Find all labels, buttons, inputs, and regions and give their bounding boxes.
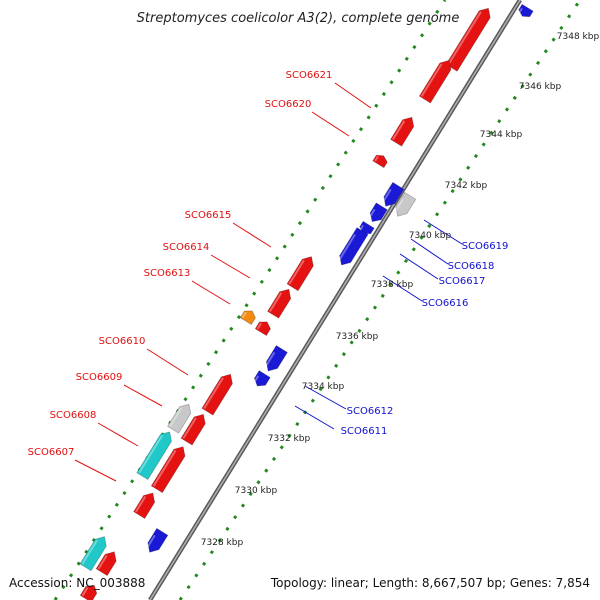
callout-line xyxy=(74,459,117,482)
gene-label: SCO6610 xyxy=(99,336,146,347)
callout-line xyxy=(294,405,335,430)
topology-text: Topology: linear; Length: 8,667,507 bp; … xyxy=(270,576,590,590)
callout-line xyxy=(410,238,449,265)
forward-gene xyxy=(150,446,186,494)
reverse-gene xyxy=(264,344,288,372)
callout-line xyxy=(146,348,189,376)
forward-gene xyxy=(239,310,256,326)
callout-line xyxy=(399,253,439,280)
gene-label: SCO6619 xyxy=(462,241,509,252)
kbp-label: 7346 kbp xyxy=(519,82,562,92)
gene-label: SCO6615 xyxy=(185,210,232,221)
gene-label: SCO6609 xyxy=(76,372,123,383)
accession-text: Accession: NC_003888 xyxy=(9,576,146,590)
kbp-scale: 7328 kbp 7330 kbp 7332 kbp 7334 kbp 7336 kbp… xyxy=(201,32,600,548)
callout-line xyxy=(423,219,463,245)
forward-gene xyxy=(79,536,107,572)
gene-label: SCO6607 xyxy=(28,447,75,458)
forward-gene xyxy=(390,116,415,147)
gene-label: SCO6620 xyxy=(265,99,312,110)
gene-label: SCO6612 xyxy=(347,406,394,417)
gene-label: SCO6621 xyxy=(286,70,333,81)
forward-gene xyxy=(267,288,292,319)
kbp-label: 7342 kbp xyxy=(445,181,488,191)
callout-line xyxy=(311,111,350,137)
callout-line xyxy=(97,422,139,447)
reverse-gene xyxy=(393,191,417,217)
gene-callouts xyxy=(74,82,463,482)
kbp-label: 7344 kbp xyxy=(480,130,523,140)
kbp-label: 7332 kbp xyxy=(268,434,311,444)
map-title: Streptomyces coelicolor A3(2), complete … xyxy=(137,11,460,26)
forward-gene xyxy=(418,59,452,104)
gene-label: SCO6613 xyxy=(144,268,191,279)
gene-label: SCO6608 xyxy=(50,410,97,421)
forward-tick-track xyxy=(53,0,447,600)
forward-gene xyxy=(136,431,172,481)
kbp-label: 7330 kbp xyxy=(235,486,278,496)
reverse-gene xyxy=(253,370,271,387)
callout-line xyxy=(334,82,372,109)
reverse-gene xyxy=(337,227,369,266)
gene-label: SCO6617 xyxy=(439,276,486,287)
gene-label: SCO6611 xyxy=(341,426,388,437)
callout-line xyxy=(123,384,163,407)
forward-gene xyxy=(180,413,206,446)
forward-gene xyxy=(445,7,491,72)
reverse-gene xyxy=(368,202,388,223)
forward-gene xyxy=(254,321,271,337)
callout-line xyxy=(304,385,347,410)
gene-label: SCO6618 xyxy=(448,261,495,272)
kbp-label: 7328 kbp xyxy=(201,538,244,548)
callout-line xyxy=(382,275,423,302)
reverse-strand-genes xyxy=(145,3,534,553)
forward-gene xyxy=(79,584,98,600)
forward-strand-genes xyxy=(79,7,491,600)
gene-labels: SCO6621 SCO6620 SCO6615 SCO6614 SCO6613 SCO66… xyxy=(28,70,509,458)
reverse-gene xyxy=(518,3,534,18)
reverse-gene xyxy=(145,527,169,553)
callout-line xyxy=(191,280,231,305)
kbp-label: 7336 kbp xyxy=(336,332,379,342)
forward-gene xyxy=(201,373,233,416)
forward-gene xyxy=(167,403,192,434)
gene-label: SCO6616 xyxy=(422,298,469,309)
forward-gene xyxy=(95,551,117,577)
forward-gene xyxy=(286,256,314,292)
callout-line xyxy=(210,254,251,279)
reverse-gene xyxy=(359,220,375,235)
kbp-label: 7334 kbp xyxy=(302,382,345,392)
forward-gene xyxy=(133,492,156,520)
callout-line xyxy=(232,222,272,248)
gene-label: SCO6614 xyxy=(163,242,210,253)
genome-backbone xyxy=(148,0,522,600)
kbp-label: 7348 kbp xyxy=(557,32,600,42)
forward-gene xyxy=(372,154,388,169)
kbp-label: 7340 kbp xyxy=(409,231,452,241)
reverse-gene xyxy=(381,181,405,207)
kbp-label: 7338 kbp xyxy=(371,280,414,290)
